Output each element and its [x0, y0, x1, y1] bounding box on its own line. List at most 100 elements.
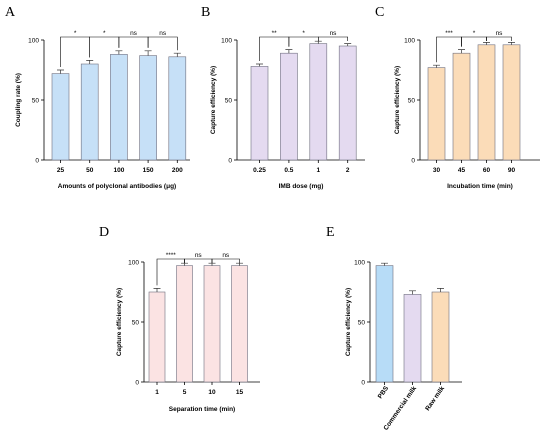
significance-bracket — [486, 36, 512, 41]
panel-a: A 0 50 100 Coupling rate (%) 25 50 100 150 200 Amo… — [5, 5, 190, 190]
significance-label: ns — [222, 252, 230, 259]
bar-0-5 — [280, 52, 298, 161]
bar-50 — [80, 63, 99, 161]
error-bar — [314, 40, 322, 44]
significance-bracket — [118, 36, 149, 48]
y-tick-label: 0 — [228, 157, 232, 164]
y-tick-label: 100 — [404, 37, 415, 44]
y-tick-label: 0 — [361, 379, 365, 386]
significance-label: ns — [496, 30, 504, 37]
x-axis-label: Amounts of polyclonal antibodies (μg) — [58, 183, 176, 190]
x-axis-label: IMB dose (mg) — [279, 183, 324, 190]
bar-5 — [176, 265, 193, 383]
x-tick-label: 200 — [172, 167, 183, 174]
y-axis-label: Capture efficiency (%) — [210, 66, 217, 134]
panel-letter: B — [201, 5, 210, 20]
bar-200 — [168, 56, 187, 161]
bar-30 — [427, 67, 446, 161]
panel-b: B 0 50 100 Capture efficiency (%) 0.25 0.5 1 2 IM… — [201, 5, 365, 190]
error-bar — [483, 42, 490, 45]
bar-90 — [502, 44, 521, 161]
x-tick-label: 30 — [433, 167, 441, 174]
panel-c: C 0 50 100 Capture efficiency (%) 30 45 60 90 Inc… — [375, 5, 540, 190]
error-bar — [208, 262, 216, 266]
y-tick-label: 50 — [32, 97, 40, 104]
bar-150 — [139, 55, 157, 161]
y-tick-label: 50 — [225, 97, 233, 104]
panel-letter: D — [99, 225, 109, 240]
error-bar — [409, 290, 416, 295]
y-tick-label: 50 — [408, 97, 416, 104]
x-tick-label: PBS — [377, 385, 391, 401]
bar-10 — [203, 265, 221, 383]
x-tick-label: 100 — [113, 167, 124, 174]
x-tick-label: 60 — [483, 167, 491, 174]
significance-label: ns — [195, 252, 203, 259]
bar-0-25 — [250, 66, 269, 161]
bar-45 — [452, 52, 471, 161]
y-axis-label: Capture efficiency (%) — [345, 288, 352, 356]
x-tick-label: 150 — [143, 167, 154, 174]
x-tick-label: 1 — [155, 389, 159, 396]
x-tick-label: 25 — [57, 167, 65, 174]
error-bar — [153, 288, 161, 292]
y-tick-label: 100 — [221, 37, 232, 44]
x-tick-label: 1 — [316, 167, 320, 174]
y-tick-label: 100 — [28, 37, 39, 44]
significance-bracket — [318, 36, 348, 41]
significance-label: * — [473, 30, 476, 37]
bar-1 — [148, 291, 166, 383]
error-bar — [236, 262, 243, 266]
significance-label: *** — [445, 30, 453, 37]
error-bar — [173, 52, 181, 57]
error-bar — [344, 43, 352, 46]
x-tick-label: 10 — [208, 389, 216, 396]
error-bar — [181, 262, 188, 266]
y-tick-label: 0 — [411, 157, 415, 164]
significance-label: * — [74, 30, 77, 37]
y-tick-label: 50 — [358, 319, 366, 326]
y-tick-label: 50 — [132, 319, 140, 326]
panel-letter: A — [5, 5, 16, 20]
error-bar — [381, 262, 388, 266]
error-bar — [57, 69, 64, 74]
y-tick-label: 100 — [128, 259, 139, 266]
error-bar — [458, 49, 465, 54]
significance-label: ns — [130, 30, 138, 37]
significance-bracket — [60, 36, 90, 67]
x-axis-label: Separation time (min) — [169, 406, 235, 413]
significance-label: ns — [159, 30, 167, 37]
error-bar — [256, 63, 263, 67]
x-tick-label: 45 — [458, 167, 466, 174]
x-tick-label: 2 — [346, 167, 350, 174]
error-bar — [115, 50, 123, 55]
significance-label: ns — [330, 30, 338, 37]
error-bar — [86, 60, 94, 64]
bar-1 — [309, 43, 328, 161]
x-tick-label: 90 — [508, 167, 516, 174]
significance-label: * — [302, 30, 305, 37]
error-bar — [433, 64, 440, 68]
y-axis-label: Capture efficiency (%) — [394, 66, 401, 134]
bar-pbs — [375, 265, 394, 383]
x-tick-label: 15 — [236, 389, 244, 396]
y-tick-label: 0 — [135, 379, 139, 386]
x-axis-label: Incubation time (min) — [447, 183, 513, 190]
error-bar — [285, 49, 293, 54]
x-tick-label: Raw milk — [424, 385, 446, 412]
significance-bracket — [147, 36, 178, 51]
x-tick-label: 0.5 — [284, 167, 293, 174]
significance-label: * — [103, 30, 106, 37]
significance-bracket — [211, 258, 240, 263]
bar-2 — [338, 45, 357, 161]
bar-commercial-milk — [403, 294, 422, 383]
bar-raw-milk — [431, 291, 450, 383]
significance-bracket — [184, 258, 213, 263]
significance-label: **** — [166, 252, 177, 259]
y-axis-label: Coupling rate (%) — [15, 73, 22, 127]
error-bar — [144, 50, 152, 56]
bar-25 — [51, 73, 70, 161]
y-axis-label: Capture efficiency (%) — [116, 288, 123, 356]
